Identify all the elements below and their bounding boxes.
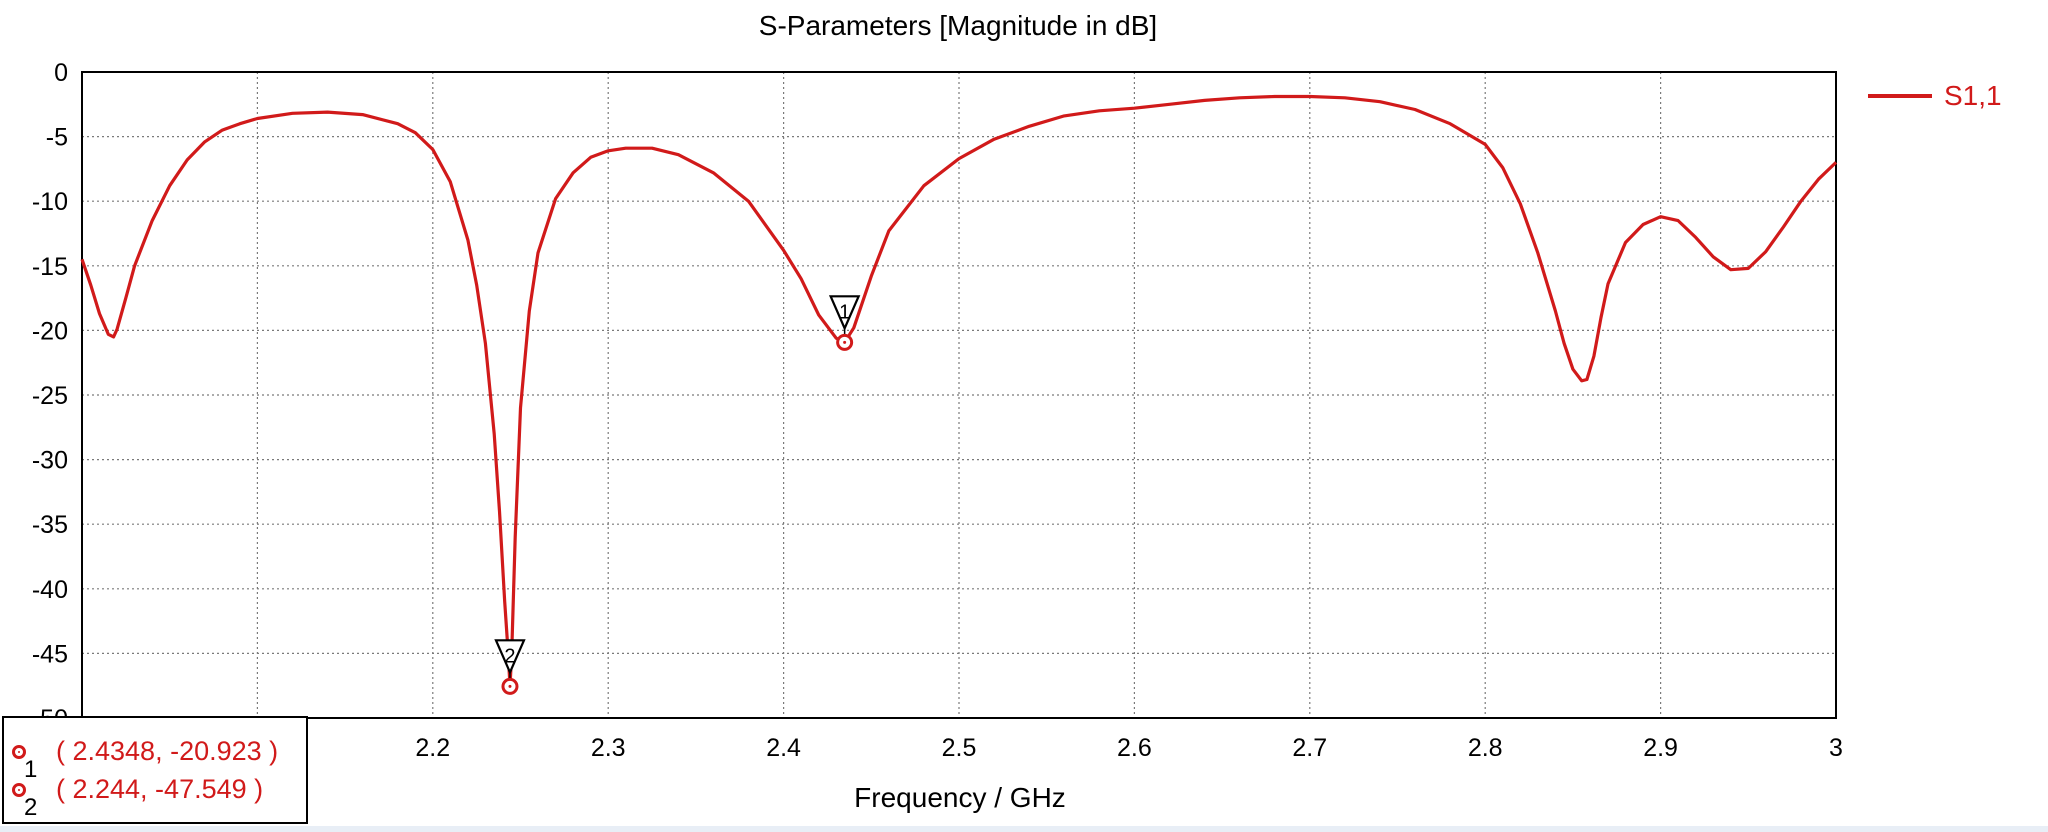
- marker-id: 1: [24, 756, 38, 783]
- marker-point-dot: [508, 684, 512, 688]
- marker-circle-icon: [12, 782, 26, 797]
- marker-flag-label: 1: [839, 301, 850, 323]
- x-tick-label: 2.2: [415, 734, 450, 762]
- tick-layer: 0-5-10-15-20-25-30-35-40-45-502.22.32.42…: [32, 59, 1843, 762]
- marker-layer: 12: [494, 295, 861, 695]
- marker-triangle-icon: [494, 639, 526, 676]
- marker-point-dot: [843, 340, 847, 344]
- curve-marker-2: 2: [494, 639, 526, 695]
- x-tick-label: 2.8: [1468, 734, 1503, 762]
- y-tick-label: -5: [46, 124, 68, 152]
- marker-readout-1: 1 ( 2.4348, -20.923 ): [12, 736, 279, 783]
- x-tick-label: 3: [1829, 734, 1843, 762]
- x-tick-label: 2.5: [942, 734, 977, 762]
- marker-value: ( 2.4348, -20.923 ): [56, 736, 279, 766]
- marker-triangle-icon: [828, 295, 861, 332]
- y-tick-label: -15: [32, 253, 68, 281]
- curve-marker-1: 1: [828, 295, 861, 351]
- legend-swatch: [1868, 94, 1932, 98]
- y-tick-label: -40: [32, 576, 68, 604]
- marker-circle-icon: [12, 744, 26, 759]
- series-line-s11: [80, 94, 1838, 688]
- x-tick-label: 2.7: [1292, 734, 1327, 762]
- grid-layer: [82, 72, 1836, 718]
- x-tick-label: 2.3: [591, 734, 626, 762]
- y-tick-label: -45: [32, 640, 68, 668]
- y-tick-label: -10: [32, 188, 68, 216]
- marker-flag-label: 2: [504, 645, 515, 667]
- x-axis-label: Frequency / GHz: [854, 782, 1066, 813]
- marker-value: ( 2.244, -47.549 ): [56, 774, 264, 804]
- x-tick-label: 2.9: [1643, 734, 1678, 762]
- chart-title: S-Parameters [Magnitude in dB]: [758, 10, 1158, 41]
- y-tick-label: 0: [54, 59, 68, 87]
- marker-id: 2: [24, 794, 38, 821]
- x-tick-label: 2.4: [766, 734, 801, 762]
- plot-frame: [81, 71, 1837, 719]
- series-layer: [80, 94, 1838, 688]
- y-tick-label: -35: [32, 511, 68, 539]
- legend-label: S1,1: [1944, 80, 2002, 111]
- y-tick-label: -25: [32, 382, 68, 410]
- marker-readout-box: 1 ( 2.4348, -20.923 ) 2 ( 2.244, -47.549…: [2, 716, 308, 824]
- window-bottom-strip: [0, 826, 2048, 832]
- x-tick-label: 2.6: [1117, 734, 1152, 762]
- y-tick-label: -20: [32, 317, 68, 345]
- marker-readout-2: 2 ( 2.244, -47.549 ): [12, 774, 264, 821]
- y-tick-label: -30: [32, 447, 68, 475]
- legend: S1,1: [1868, 80, 2002, 112]
